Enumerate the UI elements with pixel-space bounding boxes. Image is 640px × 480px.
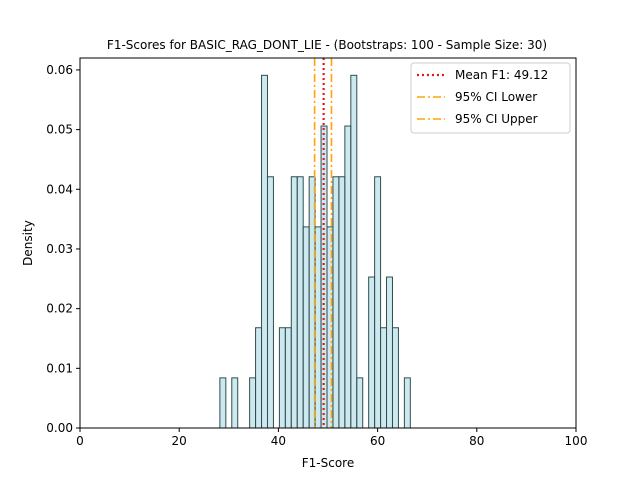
histogram-bar bbox=[350, 74, 358, 429]
y-tick-label: 0.05 bbox=[46, 123, 73, 137]
y-tick-label: 0.01 bbox=[46, 361, 73, 375]
legend-label: 95% CI Upper bbox=[455, 112, 538, 126]
y-axis: 0.00 0.01 0.02 0.03 0.04 0.05 0.06 bbox=[46, 63, 80, 435]
histogram-bar bbox=[255, 327, 263, 429]
x-tick-label: 80 bbox=[469, 434, 484, 448]
x-tick-label: 60 bbox=[370, 434, 385, 448]
plot-frame bbox=[79, 57, 577, 429]
x-tick-label: 20 bbox=[172, 434, 187, 448]
histogram-bar bbox=[231, 377, 239, 429]
histogram-bar bbox=[368, 276, 376, 429]
histogram-bar bbox=[338, 176, 346, 429]
histogram-bar bbox=[261, 74, 268, 429]
histogram-bar bbox=[302, 226, 310, 429]
histogram-bar bbox=[344, 125, 352, 429]
histogram-bar bbox=[284, 327, 292, 429]
legend-box bbox=[410, 62, 571, 134]
histogram-bar bbox=[278, 327, 286, 429]
histogram-bar bbox=[332, 176, 340, 429]
histogram-bar bbox=[356, 377, 364, 429]
y-axis-label: Density bbox=[21, 220, 35, 266]
x-tick-label: 100 bbox=[565, 434, 588, 448]
histogram-bar bbox=[320, 125, 328, 429]
histogram-bar bbox=[386, 276, 393, 429]
y-tick-label: 0.03 bbox=[46, 242, 73, 256]
histogram-bar bbox=[266, 176, 274, 429]
y-tick-label: 0.02 bbox=[46, 302, 73, 316]
histogram-bar bbox=[290, 176, 298, 429]
histogram-bar bbox=[314, 226, 322, 429]
histogram-bar bbox=[219, 377, 227, 429]
reference-lines bbox=[313, 58, 333, 428]
histogram-bar bbox=[249, 377, 257, 429]
x-axis-label: F1-Score bbox=[302, 456, 354, 470]
y-tick-label: 0.04 bbox=[46, 182, 73, 196]
x-tick-label: 40 bbox=[271, 434, 286, 448]
y-tick-label: 0.00 bbox=[46, 421, 73, 435]
histogram-bar bbox=[296, 176, 304, 429]
legend-label: Mean F1: 49.12 bbox=[455, 68, 548, 82]
legend: Mean F1: 49.12 95% CI Lower 95% CI Upper bbox=[410, 62, 571, 134]
histogram-bar bbox=[391, 327, 399, 429]
legend-label: 95% CI Lower bbox=[455, 90, 537, 104]
x-tick-label: 0 bbox=[76, 434, 84, 448]
histogram-bar bbox=[374, 176, 382, 429]
histogram-bars bbox=[219, 74, 411, 429]
x-axis: 0 20 40 60 80 100 bbox=[76, 428, 587, 448]
y-tick-label: 0.06 bbox=[46, 63, 73, 77]
histogram-bar bbox=[380, 327, 388, 429]
histogram-bar bbox=[403, 377, 411, 429]
chart-title: F1-Scores for BASIC_RAG_DONT_LIE - (Boot… bbox=[107, 38, 547, 52]
